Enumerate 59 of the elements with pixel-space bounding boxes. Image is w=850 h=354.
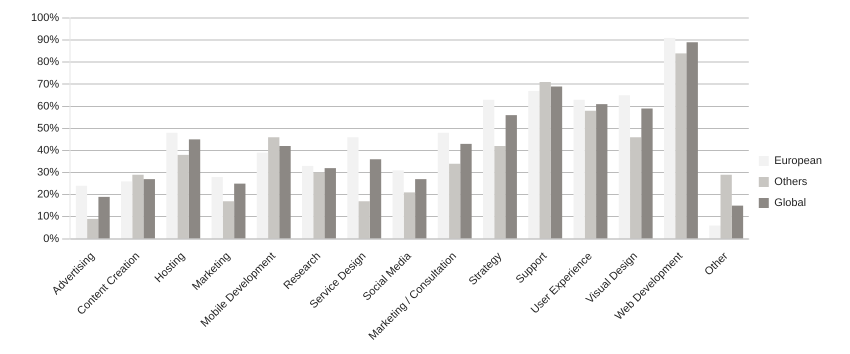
y-tick-label: 30% — [37, 166, 60, 179]
y-tick-label: 60% — [37, 100, 60, 112]
y-tick-label: 20% — [37, 188, 60, 201]
bar — [302, 166, 314, 238]
bar — [584, 110, 596, 238]
bar — [438, 132, 450, 238]
y-tick-label: 50% — [37, 122, 60, 134]
bar — [268, 137, 280, 238]
bar — [370, 159, 382, 238]
bar — [212, 176, 223, 238]
bar — [550, 86, 562, 238]
bar — [540, 82, 551, 238]
legend-label: Others — [774, 176, 808, 188]
bar — [618, 95, 630, 238]
y-tick-label: 70% — [37, 78, 60, 90]
bar — [460, 144, 472, 238]
bar — [709, 226, 721, 238]
bar — [732, 206, 744, 238]
bar — [358, 201, 370, 238]
bar — [392, 170, 404, 238]
bar — [313, 172, 325, 238]
y-tick-label: 10% — [37, 210, 60, 223]
y-tick-label: 40% — [37, 144, 60, 157]
y-tick-label: 90% — [37, 34, 60, 46]
legend-label: Global — [774, 197, 806, 210]
bar — [482, 100, 494, 238]
bar — [279, 146, 291, 238]
bar — [641, 108, 653, 238]
bar — [166, 132, 178, 238]
bar — [76, 186, 88, 238]
bar — [324, 168, 336, 238]
bar — [596, 104, 608, 238]
bar — [222, 201, 234, 238]
bar — [178, 154, 189, 238]
bar — [630, 137, 642, 238]
y-tick-label: 0% — [43, 232, 60, 245]
bar — [98, 196, 110, 238]
bar — [528, 90, 540, 238]
bar — [347, 137, 359, 238]
bar — [404, 192, 416, 238]
bar — [415, 179, 426, 238]
y-tick-label: 80% — [37, 56, 60, 68]
bar — [188, 139, 200, 238]
bar — [234, 184, 246, 238]
bar — [720, 174, 732, 238]
y-tick-label: 100% — [30, 12, 60, 24]
bar — [132, 174, 144, 238]
bar — [664, 38, 676, 238]
legend-label: European — [774, 155, 822, 168]
bar — [675, 53, 687, 238]
bar — [144, 179, 155, 238]
bar — [686, 42, 698, 238]
bar — [87, 218, 98, 238]
bar — [449, 164, 460, 238]
bar — [506, 115, 517, 238]
bar — [256, 152, 268, 238]
bar — [494, 146, 506, 238]
bar — [573, 100, 585, 238]
bar — [121, 181, 132, 238]
